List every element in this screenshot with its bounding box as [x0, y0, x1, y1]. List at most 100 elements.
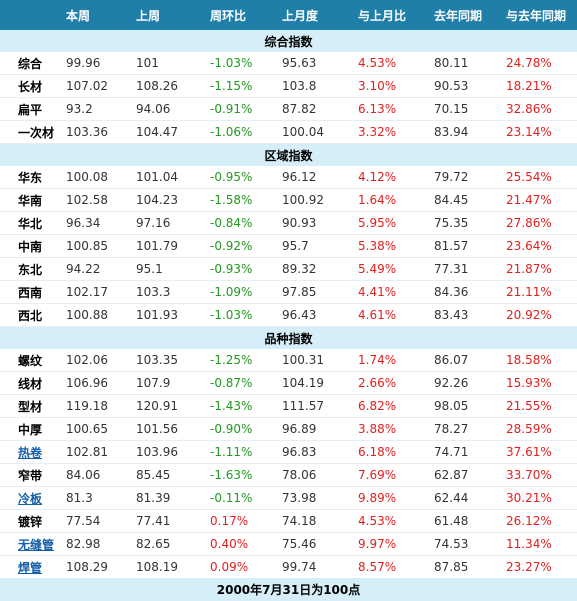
- week-change-value: -0.91%: [198, 97, 270, 121]
- header-last-month: 上月度: [270, 0, 342, 30]
- year-change-value: 11.34%: [492, 532, 577, 556]
- table-row[interactable]: 热卷 102.81 103.96 -1.11% 96.83 6.18% 74.71 37.61…: [0, 440, 577, 464]
- row-name: 螺纹: [0, 349, 54, 372]
- year-change-value: 30.21%: [492, 486, 577, 510]
- month-change-value: 6.13%: [342, 97, 422, 121]
- last-week-value: 103.3: [126, 280, 198, 304]
- last-week-value: 97.16: [126, 211, 198, 235]
- week-change-value: -1.03%: [198, 303, 270, 327]
- row-name: 线材: [0, 371, 54, 395]
- row-name: 中厚: [0, 417, 54, 441]
- month-change-value: 1.74%: [342, 349, 422, 372]
- last-year-value: 84.45: [422, 188, 492, 212]
- week-change-value: -0.92%: [198, 234, 270, 258]
- table-row: 型材 119.18 120.91 -1.43% 111.57 6.82% 98.05 21.5…: [0, 394, 577, 418]
- last-month-value: 100.31: [270, 349, 342, 372]
- row-name: 镀锌: [0, 509, 54, 533]
- week-change-value: -0.84%: [198, 211, 270, 235]
- last-month-value: 95.63: [270, 52, 342, 75]
- year-change-value: 21.47%: [492, 188, 577, 212]
- week-change-value: -1.06%: [198, 120, 270, 144]
- last-year-value: 62.87: [422, 463, 492, 487]
- table-row: 窄带 84.06 85.45 -1.63% 78.06 7.69% 62.87 33.70%: [0, 463, 577, 487]
- row-name[interactable]: 冷板: [0, 486, 54, 510]
- last-month-value: 75.46: [270, 532, 342, 556]
- month-change-value: 5.95%: [342, 211, 422, 235]
- last-year-value: 78.27: [422, 417, 492, 441]
- header-year-change: 与去年同期: [492, 0, 577, 30]
- last-year-value: 75.35: [422, 211, 492, 235]
- last-year-value: 80.11: [422, 52, 492, 75]
- table-row: 长材 107.02 108.26 -1.15% 103.8 3.10% 90.53 18.21…: [0, 74, 577, 98]
- month-change-value: 4.53%: [342, 509, 422, 533]
- week-change-value: -1.63%: [198, 463, 270, 487]
- table-row: 西南 102.17 103.3 -1.09% 97.85 4.41% 84.36 21.11%: [0, 280, 577, 304]
- last-year-value: 70.15: [422, 97, 492, 121]
- last-year-value: 81.57: [422, 234, 492, 258]
- row-name[interactable]: 热卷: [0, 440, 54, 464]
- week-change-value: -0.87%: [198, 371, 270, 395]
- last-month-value: 95.7: [270, 234, 342, 258]
- year-change-value: 21.87%: [492, 257, 577, 281]
- year-change-value: 37.61%: [492, 440, 577, 464]
- last-month-value: 73.98: [270, 486, 342, 510]
- row-name[interactable]: 无缝管: [0, 532, 54, 556]
- last-week-value: 101.93: [126, 303, 198, 327]
- last-month-value: 96.83: [270, 440, 342, 464]
- last-month-value: 103.8: [270, 74, 342, 98]
- year-change-value: 24.78%: [492, 52, 577, 75]
- month-change-value: 7.69%: [342, 463, 422, 487]
- month-change-value: 9.97%: [342, 532, 422, 556]
- table-row: 华北 96.34 97.16 -0.84% 90.93 5.95% 75.35 27.86%: [0, 211, 577, 235]
- last-week-value: 107.9: [126, 371, 198, 395]
- last-year-value: 77.31: [422, 257, 492, 281]
- this-week-value: 108.29: [66, 560, 108, 574]
- week-change-value: -1.09%: [198, 280, 270, 304]
- year-change-value: 26.12%: [492, 509, 577, 533]
- week-change-value: 0.40%: [198, 532, 270, 556]
- row-name: 华北: [0, 211, 54, 235]
- last-month-value: 96.12: [270, 166, 342, 189]
- this-week-value: 103.36: [54, 120, 126, 144]
- table-row: 西北 100.88 101.93 -1.03% 96.43 4.61% 83.43 20.92…: [0, 303, 577, 327]
- week-change-value: -1.43%: [198, 394, 270, 418]
- last-year-value: 62.44: [422, 486, 492, 510]
- last-week-value: 101.56: [126, 417, 198, 441]
- last-year-value: 90.53: [422, 74, 492, 98]
- year-change-value: 21.11%: [492, 280, 577, 304]
- table-row[interactable]: 冷板 81.3 81.39 -0.11% 73.98 9.89% 62.44 30.21%: [0, 486, 577, 510]
- header-blank: [0, 0, 54, 30]
- last-week-value: 104.47: [126, 120, 198, 144]
- table-row: 华东 100.08 101.04 -0.95% 96.12 4.12% 79.72 25.54…: [0, 166, 577, 189]
- row-name: 西北: [0, 303, 54, 327]
- year-change-value: 28.59%: [492, 417, 577, 441]
- table-row[interactable]: 焊管 108.29 108.19 0.09% 99.74 8.57% 87.85 23.27%: [0, 556, 577, 579]
- table-body: 综合指数 综合 99.96 101 -1.03% 95.63 4.53% 80.11 24.78…: [0, 30, 577, 578]
- last-month-value: 78.06: [270, 463, 342, 487]
- last-month-value: 100.04: [270, 120, 342, 144]
- row-name: 长材: [0, 74, 54, 98]
- month-change-value: 6.18%: [342, 440, 422, 464]
- last-year-value: 83.94: [422, 120, 492, 144]
- last-week-value: 103.96: [126, 440, 198, 464]
- last-month-value: 96.43: [270, 303, 342, 327]
- week-change-value: -0.95%: [198, 166, 270, 189]
- table-row: 东北 94.22 95.1 -0.93% 89.32 5.49% 77.31 21.87%: [0, 257, 577, 281]
- this-week-value: 100.65: [54, 417, 126, 441]
- last-year-value: 74.53: [422, 532, 492, 556]
- last-month-value: 111.57: [270, 394, 342, 418]
- last-year-value: 87.85: [434, 560, 469, 574]
- table-row[interactable]: 无缝管 82.98 82.65 0.40% 75.46 9.97% 74.53 11.34%: [0, 532, 577, 556]
- table-row: 一次材 103.36 104.47 -1.06% 100.04 3.32% 83.94 23.…: [0, 120, 577, 144]
- this-week-value: 102.81: [54, 440, 126, 464]
- table-row: 线材 106.96 107.9 -0.87% 104.19 2.66% 92.26 15.93…: [0, 371, 577, 395]
- month-change-value: 3.88%: [342, 417, 422, 441]
- last-week-value: 81.39: [126, 486, 198, 510]
- row-name: 综合: [0, 52, 54, 75]
- table-row: 华南 102.58 104.23 -1.58% 100.92 1.64% 84.45 21.4…: [0, 188, 577, 212]
- table-row: 镀锌 77.54 77.41 0.17% 74.18 4.53% 61.48 26.12%: [0, 509, 577, 533]
- last-week-value: 85.45: [126, 463, 198, 487]
- row-name[interactable]: 焊管: [18, 560, 43, 575]
- year-change-value: 20.92%: [492, 303, 577, 327]
